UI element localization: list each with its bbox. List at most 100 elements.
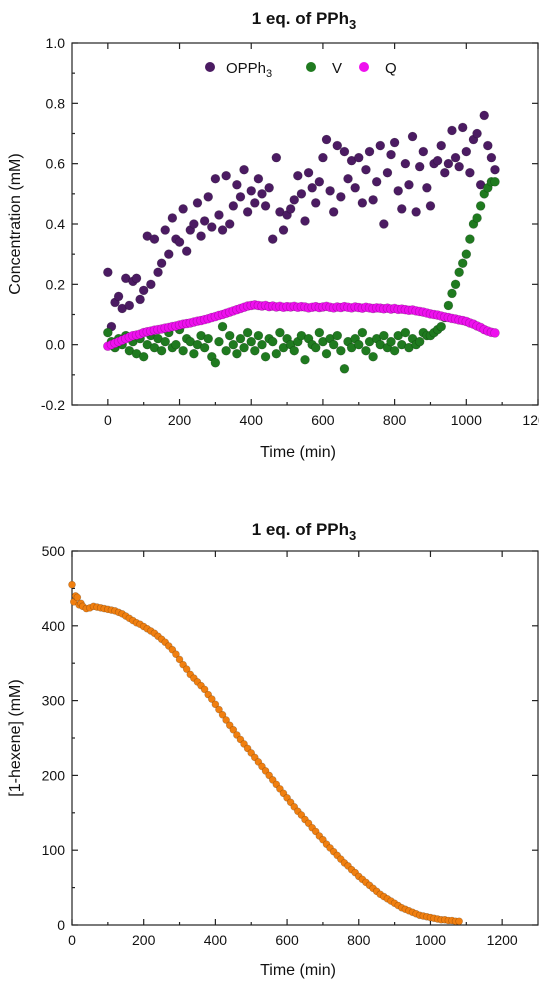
data-point [208, 695, 216, 703]
data-point [229, 725, 238, 734]
data-point [138, 285, 149, 296]
data-point [215, 705, 223, 714]
data-point [436, 140, 447, 151]
data-point [455, 917, 463, 926]
x-tick-label: 400 [240, 412, 264, 428]
data-point [332, 140, 343, 151]
data-point [454, 161, 464, 172]
y-tick-label: 400 [42, 618, 66, 634]
data-point [214, 336, 224, 347]
data-point [389, 137, 400, 148]
data-point [163, 249, 174, 259]
x-tick-label: 600 [311, 412, 335, 428]
data-point [160, 336, 170, 347]
data-point [160, 225, 170, 235]
data-point [386, 149, 396, 160]
data-point [174, 237, 185, 247]
series-1 [103, 176, 500, 374]
data-point [465, 167, 475, 178]
data-point [260, 351, 271, 362]
data-point [339, 363, 350, 374]
data-point [103, 267, 113, 278]
data-point [267, 234, 278, 244]
data-point [200, 685, 209, 694]
y-tick-label: 0 [57, 917, 65, 933]
data-point [343, 173, 353, 184]
chart2-data-points [68, 580, 463, 926]
y-tick-label: 100 [42, 842, 66, 858]
data-point [490, 176, 500, 187]
data-point [414, 336, 425, 347]
chart2-plot-frame [71, 550, 539, 926]
y-tick-label: 0.4 [46, 216, 66, 232]
data-point [411, 207, 421, 217]
data-point [149, 234, 160, 244]
data-point [450, 152, 461, 163]
data-point [404, 179, 414, 190]
data-point [364, 146, 375, 157]
data-point [328, 207, 339, 217]
data-point [472, 128, 482, 139]
data-point [450, 279, 461, 290]
data-point [138, 351, 149, 362]
data-point [465, 234, 475, 244]
data-point [239, 164, 249, 175]
data-point [224, 330, 235, 341]
legend-marker-opph3 [205, 62, 215, 72]
x-tick-label: 1000 [415, 932, 446, 948]
data-point [310, 198, 321, 208]
data-point [336, 345, 346, 356]
data-point [207, 222, 217, 232]
data-point [146, 279, 156, 290]
concentration-chart: 1 eq. of PPh3 020040060080010001200-0.20… [7, 9, 539, 461]
data-point [289, 345, 300, 356]
data-point [461, 249, 472, 259]
chart2-x-axis-label: Time (min) [260, 962, 336, 979]
data-point [178, 204, 188, 214]
data-point [328, 339, 339, 350]
y-tick-label: 500 [42, 543, 66, 559]
data-point [443, 300, 454, 311]
data-point [271, 348, 282, 359]
y-tick-label: 300 [42, 693, 66, 709]
data-point [300, 216, 310, 226]
legend-label-opph3: OPPh3 [226, 60, 272, 80]
x-tick-label: 1200 [522, 412, 539, 428]
data-point [483, 140, 493, 151]
data-point [210, 173, 221, 184]
data-point [475, 201, 486, 211]
chart1-title: 1 eq. of PPh3 [252, 9, 357, 32]
legend-marker-q [359, 62, 369, 72]
data-point [368, 195, 378, 205]
data-point [271, 152, 282, 163]
data-point [113, 291, 124, 302]
x-tick-label: 0 [68, 932, 76, 948]
hexene-chart: 1 eq. of PPh3 0 200 400 600 800 1000 1200 0 100 2… [7, 520, 539, 979]
data-point [250, 198, 260, 208]
data-point [260, 201, 271, 211]
x-tick-label: 400 [204, 932, 228, 948]
data-point [199, 216, 210, 226]
data-point [325, 186, 335, 196]
data-point [124, 300, 135, 311]
data-point [472, 213, 482, 223]
data-point [232, 179, 242, 190]
data-point [278, 225, 289, 235]
x-tick-label: 600 [275, 932, 299, 948]
data-point [217, 321, 228, 332]
data-point [400, 327, 411, 338]
data-point [68, 580, 76, 589]
data-point [222, 716, 230, 724]
data-point [135, 294, 145, 305]
chart1-axis-ticks: 0 200 400 600 800 1000 1200 -0.2 0.0 0.2 0.4 0.6 0.8… [41, 35, 539, 428]
data-point [357, 327, 368, 338]
data-point [153, 267, 163, 278]
data-point [425, 201, 436, 211]
data-point [454, 267, 464, 278]
data-point [253, 330, 264, 341]
data-point [182, 665, 191, 673]
data-point [361, 164, 371, 175]
data-point [486, 152, 497, 163]
x-tick-label: 200 [168, 412, 192, 428]
series-0 [68, 580, 463, 926]
